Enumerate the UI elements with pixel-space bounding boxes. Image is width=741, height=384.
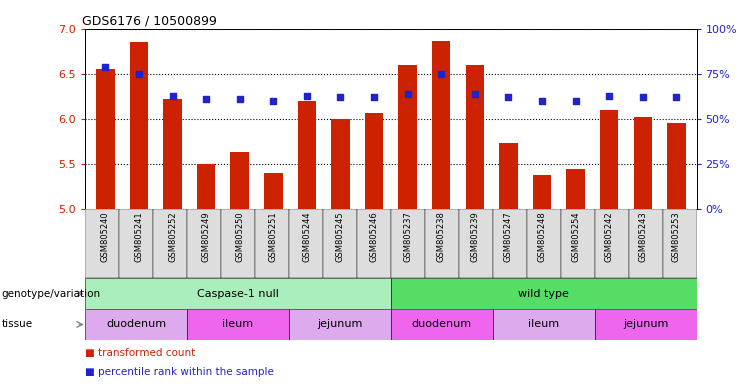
Bar bbox=[230, 152, 249, 209]
Bar bbox=[187, 209, 221, 278]
Bar bbox=[96, 70, 115, 209]
Text: jejunum: jejunum bbox=[623, 319, 668, 329]
Bar bbox=[566, 169, 585, 209]
Text: GSM805239: GSM805239 bbox=[471, 211, 479, 262]
Bar bbox=[365, 113, 383, 209]
Text: GSM805246: GSM805246 bbox=[370, 211, 379, 262]
Bar bbox=[85, 209, 119, 278]
Bar bbox=[187, 309, 289, 340]
Point bbox=[502, 94, 514, 101]
Text: ileum: ileum bbox=[528, 319, 559, 329]
Text: duodenum: duodenum bbox=[412, 319, 472, 329]
Bar bbox=[499, 143, 518, 209]
Text: GSM805249: GSM805249 bbox=[202, 211, 210, 262]
Bar bbox=[628, 209, 662, 278]
Bar bbox=[533, 175, 551, 209]
Point bbox=[469, 91, 481, 97]
Point bbox=[167, 93, 179, 99]
Text: GDS6176 / 10500899: GDS6176 / 10500899 bbox=[82, 15, 217, 28]
Point bbox=[133, 71, 145, 77]
Bar bbox=[493, 209, 527, 278]
Text: wild type: wild type bbox=[518, 289, 569, 299]
Bar bbox=[634, 117, 652, 209]
Bar bbox=[85, 278, 391, 309]
Text: GSM805248: GSM805248 bbox=[537, 211, 547, 262]
Point bbox=[301, 93, 313, 99]
Text: GSM805250: GSM805250 bbox=[235, 211, 245, 262]
Text: GSM805240: GSM805240 bbox=[101, 211, 110, 262]
Point bbox=[671, 94, 682, 101]
Bar bbox=[459, 209, 493, 278]
Bar bbox=[130, 42, 148, 209]
Text: jejunum: jejunum bbox=[317, 319, 362, 329]
Bar bbox=[662, 209, 697, 278]
Text: ileum: ileum bbox=[222, 319, 253, 329]
Bar bbox=[357, 209, 391, 278]
Bar bbox=[153, 209, 187, 278]
Point bbox=[402, 91, 413, 97]
Bar bbox=[594, 309, 697, 340]
Point bbox=[200, 96, 212, 102]
Bar bbox=[255, 209, 289, 278]
Bar bbox=[425, 209, 459, 278]
Point bbox=[268, 98, 279, 104]
Text: GSM805241: GSM805241 bbox=[134, 211, 144, 262]
Bar bbox=[391, 309, 493, 340]
Point bbox=[335, 94, 347, 101]
Point bbox=[234, 96, 246, 102]
Text: GSM805243: GSM805243 bbox=[638, 211, 648, 262]
Text: GSM805252: GSM805252 bbox=[168, 211, 177, 262]
Bar bbox=[289, 309, 391, 340]
Bar bbox=[493, 309, 594, 340]
Bar bbox=[527, 209, 561, 278]
Bar bbox=[221, 209, 255, 278]
Text: genotype/variation: genotype/variation bbox=[1, 289, 101, 299]
Text: ■ percentile rank within the sample: ■ percentile rank within the sample bbox=[85, 367, 274, 377]
Bar bbox=[600, 110, 619, 209]
Point bbox=[570, 98, 582, 104]
Text: tissue: tissue bbox=[1, 319, 33, 329]
Point bbox=[435, 71, 447, 77]
Bar bbox=[298, 101, 316, 209]
Bar bbox=[289, 209, 323, 278]
Bar bbox=[264, 173, 282, 209]
Point bbox=[99, 64, 111, 70]
Point bbox=[637, 94, 648, 101]
Bar bbox=[667, 122, 685, 209]
Bar bbox=[119, 209, 153, 278]
Text: Caspase-1 null: Caspase-1 null bbox=[197, 289, 279, 299]
Bar bbox=[331, 119, 350, 209]
Text: GSM805254: GSM805254 bbox=[571, 211, 580, 262]
Text: GSM805245: GSM805245 bbox=[336, 211, 345, 262]
Text: GSM805247: GSM805247 bbox=[504, 211, 513, 262]
Text: GSM805244: GSM805244 bbox=[302, 211, 311, 262]
Bar bbox=[85, 309, 187, 340]
Bar bbox=[432, 41, 451, 209]
Text: GSM805251: GSM805251 bbox=[269, 211, 278, 262]
Bar bbox=[561, 209, 594, 278]
Text: GSM805238: GSM805238 bbox=[436, 211, 446, 262]
Bar bbox=[399, 65, 417, 209]
Text: duodenum: duodenum bbox=[106, 319, 166, 329]
Point bbox=[536, 98, 548, 104]
Text: GSM805237: GSM805237 bbox=[403, 211, 412, 262]
Bar bbox=[197, 164, 216, 209]
Point bbox=[603, 93, 615, 99]
Bar bbox=[465, 65, 484, 209]
Bar bbox=[594, 209, 628, 278]
Text: ■ transformed count: ■ transformed count bbox=[85, 348, 196, 358]
Bar bbox=[163, 99, 182, 209]
Point bbox=[368, 94, 380, 101]
Bar bbox=[391, 209, 425, 278]
Bar bbox=[391, 278, 697, 309]
Text: GSM805253: GSM805253 bbox=[672, 211, 681, 262]
Bar bbox=[323, 209, 357, 278]
Text: GSM805242: GSM805242 bbox=[605, 211, 614, 262]
